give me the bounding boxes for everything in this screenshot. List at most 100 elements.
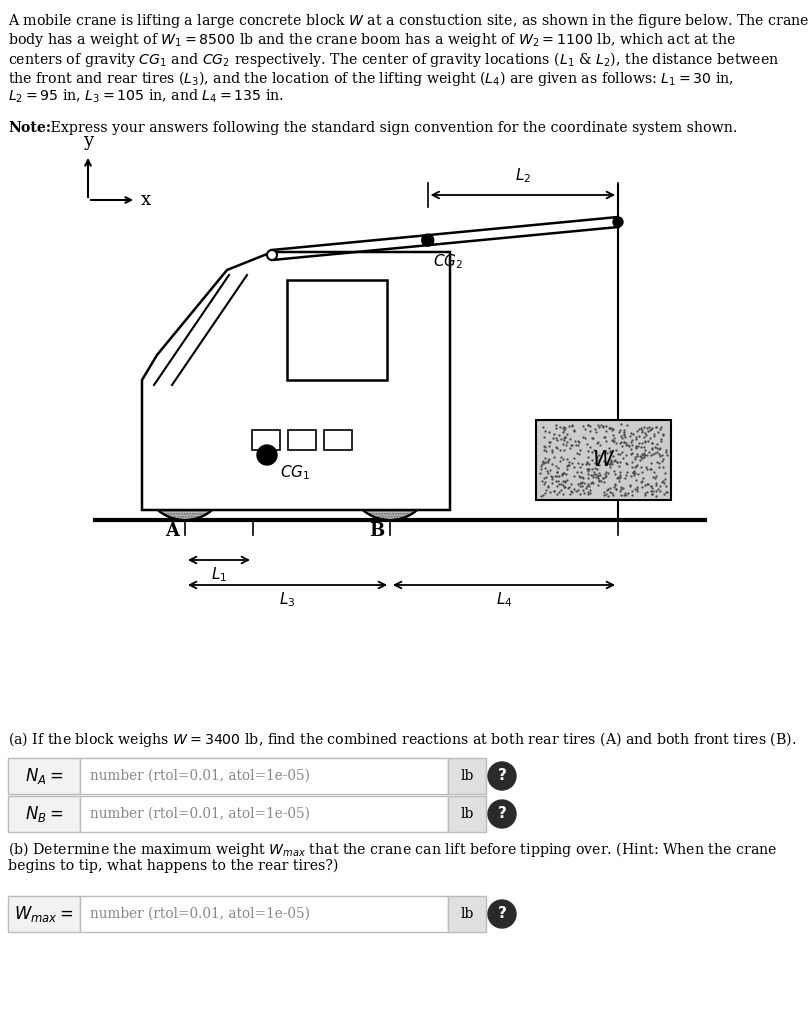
- Point: [573, 433, 586, 450]
- Point: [572, 482, 585, 498]
- Bar: [8, 796, 80, 832]
- Point: [624, 478, 637, 494]
- Point: [652, 459, 665, 475]
- Point: [577, 485, 590, 501]
- Point: [648, 445, 661, 461]
- Point: [607, 433, 620, 450]
- Point: [581, 486, 594, 502]
- Circle shape: [348, 436, 432, 520]
- Point: [645, 434, 658, 451]
- Point: [590, 469, 603, 485]
- Point: [586, 430, 599, 447]
- Point: [617, 426, 630, 443]
- Point: [656, 426, 669, 443]
- Point: [624, 433, 637, 450]
- Circle shape: [488, 900, 516, 928]
- Point: [615, 487, 628, 503]
- Point: [656, 451, 669, 467]
- Point: [660, 483, 673, 499]
- Point: [554, 442, 567, 458]
- Point: [551, 478, 564, 494]
- Point: [568, 422, 581, 438]
- Point: [634, 438, 647, 455]
- Text: $L_1$: $L_1$: [211, 565, 227, 584]
- Point: [629, 465, 642, 481]
- Point: [616, 429, 629, 446]
- Point: [619, 429, 632, 446]
- Point: [548, 483, 561, 499]
- Text: $W_{max} =$: $W_{max} =$: [14, 904, 74, 924]
- Point: [593, 473, 606, 489]
- Point: [559, 429, 572, 446]
- Point: [556, 451, 569, 467]
- Point: [549, 430, 562, 447]
- Point: [545, 471, 558, 487]
- Point: [586, 461, 599, 477]
- Text: ?: ?: [498, 807, 506, 821]
- Point: [568, 481, 581, 497]
- Point: [587, 469, 600, 485]
- Point: [535, 456, 548, 472]
- Bar: [80, 796, 448, 832]
- Point: [615, 433, 628, 450]
- Point: [620, 456, 633, 472]
- Point: [550, 438, 563, 455]
- Point: [538, 456, 551, 472]
- Point: [620, 435, 633, 452]
- Point: [613, 469, 626, 485]
- Point: [591, 416, 604, 432]
- Point: [630, 479, 643, 495]
- Text: A mobile crane is lifting a large concrete block $W$ at a constuction site, as s: A mobile crane is lifting a large concre…: [8, 12, 809, 30]
- Point: [633, 452, 646, 468]
- Point: [635, 446, 648, 462]
- Point: [539, 423, 551, 439]
- Point: [588, 421, 601, 437]
- Point: [581, 443, 594, 459]
- Point: [573, 485, 586, 501]
- Bar: [536, 420, 671, 500]
- Point: [613, 464, 626, 480]
- Point: [617, 433, 630, 450]
- Point: [560, 466, 573, 482]
- Point: [659, 471, 672, 487]
- Point: [628, 463, 641, 479]
- Point: [631, 437, 644, 454]
- Point: [624, 468, 637, 484]
- Point: [645, 455, 658, 471]
- Point: [559, 479, 572, 495]
- Point: [635, 449, 648, 465]
- Point: [638, 448, 651, 464]
- Point: [654, 483, 667, 499]
- Point: [660, 447, 673, 463]
- Point: [599, 429, 611, 446]
- Text: $L_3$: $L_3$: [279, 590, 296, 609]
- Point: [535, 458, 548, 474]
- Text: begins to tip, what happens to the rear tires?): begins to tip, what happens to the rear …: [8, 859, 338, 873]
- Point: [606, 432, 619, 449]
- Point: [623, 438, 636, 455]
- Point: [598, 473, 611, 489]
- Point: [629, 459, 642, 475]
- Point: [543, 437, 556, 454]
- Point: [581, 454, 594, 470]
- Point: [553, 426, 566, 443]
- Text: lb: lb: [461, 807, 474, 821]
- Point: [575, 478, 588, 494]
- Point: [599, 469, 611, 485]
- Point: [603, 480, 616, 496]
- Point: [593, 419, 606, 435]
- Point: [534, 461, 547, 477]
- Point: [544, 433, 557, 450]
- Point: [620, 455, 633, 471]
- Point: [569, 483, 582, 499]
- Point: [593, 452, 606, 468]
- Point: [643, 461, 656, 477]
- Point: [541, 463, 554, 479]
- Point: [581, 461, 594, 477]
- Point: [631, 423, 644, 439]
- Point: [634, 420, 647, 436]
- Text: $CG_2$: $CG_2$: [433, 252, 463, 271]
- Point: [593, 436, 606, 453]
- Point: [642, 476, 655, 492]
- Point: [625, 431, 638, 448]
